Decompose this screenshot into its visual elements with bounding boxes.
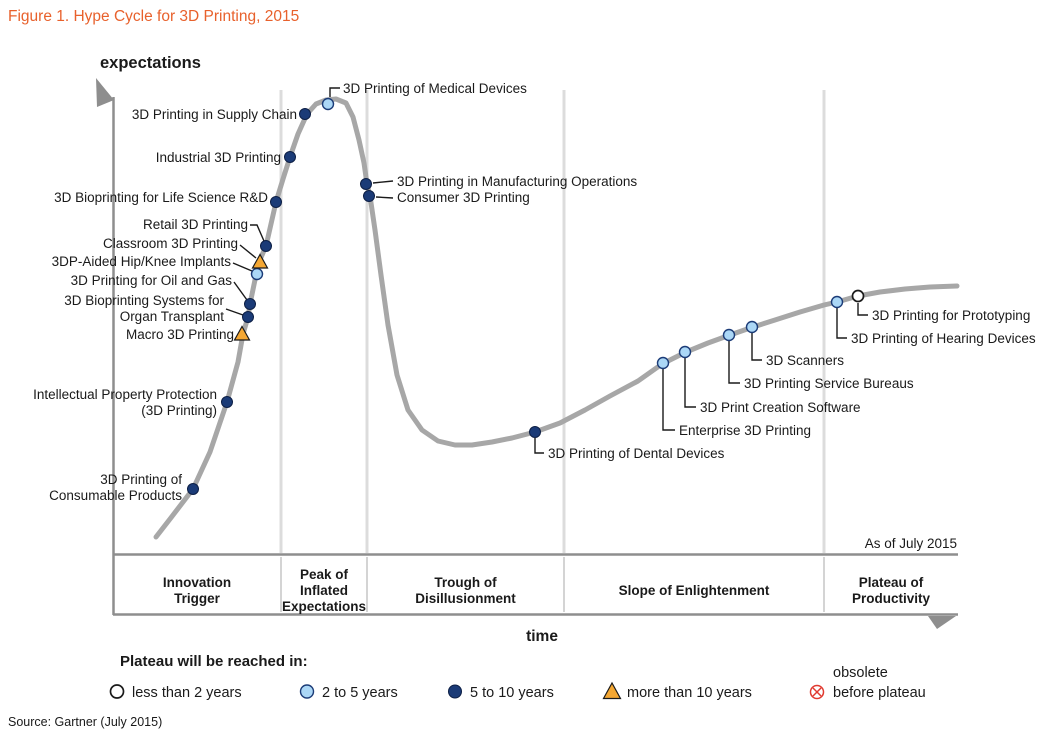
- phase-label-trough-of-disillusionment: Disillusionment: [415, 591, 516, 606]
- legend-title: Plateau will be reached in:: [120, 653, 308, 670]
- label-enterprise-3d-printing: Enterprise 3D Printing: [679, 423, 811, 438]
- marker-3d-printing-of-hearing-devices: [830, 295, 844, 309]
- connector-3d-printing-of-hearing-devices: [836, 308, 847, 339]
- legend-label-less-than-2-years: less than 2 years: [132, 685, 242, 701]
- phase-label-trough-of-disillusionment: Trough of: [434, 575, 497, 590]
- legend-label-5-to-10-years: 5 to 10 years: [470, 685, 554, 701]
- phase-label-peak-of-inflated-expectations: Expectations: [282, 599, 366, 614]
- marker-3d-printing-service-bureaus: [722, 328, 736, 342]
- label-3d-printing-in-manufacturing-operations: 3D Printing in Manufacturing Operations: [397, 174, 637, 189]
- marker-enterprise-3d-printing: [656, 356, 670, 370]
- point-markers: [187, 97, 865, 495]
- marker-3d-print-creation-software: [678, 345, 692, 359]
- connector-retail-3d-printing: [250, 224, 265, 242]
- x-axis-label: time: [526, 628, 558, 645]
- label-3d-printing-of-medical-devices: 3D Printing of Medical Devices: [343, 81, 527, 96]
- marker-3d-printing-of-consumable-products: [187, 483, 199, 495]
- marker-macro-3d-printing: [233, 325, 251, 341]
- marker-retail-3d-printing: [260, 240, 272, 252]
- label-3d-bioprinting-systems-for-organ-transplant: 3D Bioprinting Systems for: [64, 293, 224, 308]
- legend-triangle-icon: [602, 681, 622, 700]
- connector-3d-printing-of-medical-devices: [329, 87, 340, 97]
- label-3d-print-creation-software: 3D Print Creation Software: [700, 400, 861, 415]
- label-3dp-aided-hip-knee-implants: 3DP-Aided Hip/Knee Implants: [52, 254, 232, 269]
- label-3d-printing-in-supply-chain: 3D Printing in Supply Chain: [132, 107, 297, 122]
- marker-3d-bioprinting-systems-for-organ-transplant: [242, 311, 254, 323]
- legend-dark-icon: [448, 684, 462, 699]
- label-intellectual-property-protection-3d-printing: Intellectual Property Protection: [33, 387, 217, 402]
- label-retail-3d-printing: Retail 3D Printing: [143, 217, 248, 232]
- legend-light-icon: [299, 684, 315, 699]
- connector-classroom-3d-printing: [239, 244, 257, 259]
- marker-classroom-3d-printing: [251, 253, 269, 269]
- y-axis-label: expectations: [100, 54, 201, 72]
- as-of-date: As of July 2015: [865, 536, 957, 551]
- connector-3d-bioprinting-systems-for-organ-transplant: [225, 308, 244, 316]
- label-intellectual-property-protection-3d-printing: (3D Printing): [141, 403, 217, 418]
- label-macro-3d-printing: Macro 3D Printing: [126, 327, 234, 342]
- label-3d-printing-of-consumable-products: 3D Printing of: [100, 472, 182, 487]
- connector-consumer-3d-printing: [375, 196, 394, 199]
- connector-3d-printing-for-prototyping: [857, 303, 868, 316]
- phase-label-plateau-of-productivity: Productivity: [852, 591, 931, 606]
- legend-label-obsolete-before-plateau: before plateau: [833, 685, 926, 701]
- marker-3d-bioprinting-for-life-science-r-d: [270, 196, 282, 208]
- label-3d-scanners: 3D Scanners: [766, 353, 844, 368]
- marker-intellectual-property-protection-3d-printing: [221, 396, 233, 408]
- point-connectors: [225, 87, 868, 454]
- phase-label-slope-of-enlightenment: Slope of Enlightenment: [619, 583, 770, 598]
- label-3d-printing-of-consumable-products: Consumable Products: [49, 488, 182, 503]
- marker-3d-printing-for-oil-and-gas: [244, 298, 256, 310]
- connector-3d-printing-for-oil-and-gas: [233, 281, 248, 301]
- time-axis-arrow-icon: [928, 616, 956, 629]
- legend-label-obsolete-before-plateau: obsolete: [833, 665, 888, 681]
- source-note: Source: Gartner (July 2015): [8, 715, 162, 729]
- legend-obsolete-icon: [812, 687, 822, 697]
- connector-3dp-aided-hip-knee-implants: [232, 262, 253, 272]
- label-classroom-3d-printing: Classroom 3D Printing: [103, 236, 238, 251]
- connector-3d-print-creation-software: [684, 358, 696, 408]
- phase-label-peak-of-inflated-expectations: Peak of: [300, 567, 349, 582]
- connector-3d-printing-service-bureaus: [728, 341, 740, 384]
- label-3d-printing-for-prototyping: 3D Printing for Prototyping: [872, 308, 1030, 323]
- marker-industrial-3d-printing: [284, 151, 296, 163]
- y-axis-arrow-icon: [96, 78, 114, 107]
- phase-label-plateau-of-productivity: Plateau of: [859, 575, 924, 590]
- marker-3d-printing-in-manufacturing-operations: [360, 178, 372, 190]
- phase-label-peak-of-inflated-expectations: Inflated: [300, 583, 348, 598]
- label-3d-printing-for-oil-and-gas: 3D Printing for Oil and Gas: [71, 273, 233, 288]
- marker-3d-printing-of-dental-devices: [529, 426, 541, 438]
- phase-label-innovation-trigger: Innovation: [163, 575, 231, 590]
- marker-3d-scanners: [745, 320, 759, 334]
- connector-3d-scanners: [751, 333, 762, 361]
- marker-3d-printing-of-medical-devices: [321, 97, 335, 111]
- legend-label-more-than-10-years: more than 10 years: [627, 685, 752, 701]
- connector-3d-printing-of-dental-devices: [534, 438, 544, 454]
- label-3d-bioprinting-for-life-science-r-d: 3D Bioprinting for Life Science R&D: [54, 190, 268, 205]
- label-3d-printing-of-dental-devices: 3D Printing of Dental Devices: [548, 446, 725, 461]
- label-industrial-3d-printing: Industrial 3D Printing: [156, 150, 281, 165]
- label-3d-bioprinting-systems-for-organ-transplant: Organ Transplant: [120, 309, 225, 324]
- marker-consumer-3d-printing: [363, 190, 375, 202]
- marker-3d-printing-in-supply-chain: [299, 108, 311, 120]
- connector-3d-printing-in-manufacturing-operations: [372, 180, 394, 184]
- phase-label-innovation-trigger: Trigger: [174, 591, 221, 606]
- label-3d-printing-of-hearing-devices: 3D Printing of Hearing Devices: [851, 331, 1036, 346]
- label-3d-printing-service-bureaus: 3D Printing Service Bureaus: [744, 376, 914, 391]
- marker-3dp-aided-hip-knee-implants: [250, 267, 264, 281]
- legend-label-2-to-5-years: 2 to 5 years: [322, 685, 398, 701]
- figure-title: Figure 1. Hype Cycle for 3D Printing, 20…: [8, 8, 299, 25]
- marker-3d-printing-for-prototyping: [851, 289, 865, 303]
- label-consumer-3d-printing: Consumer 3D Printing: [397, 190, 530, 205]
- legend-white-icon: [109, 684, 125, 699]
- connector-enterprise-3d-printing: [662, 369, 675, 431]
- legend-items: less than 2 years 2 to 5 years 5 to 10 yea…: [109, 665, 926, 701]
